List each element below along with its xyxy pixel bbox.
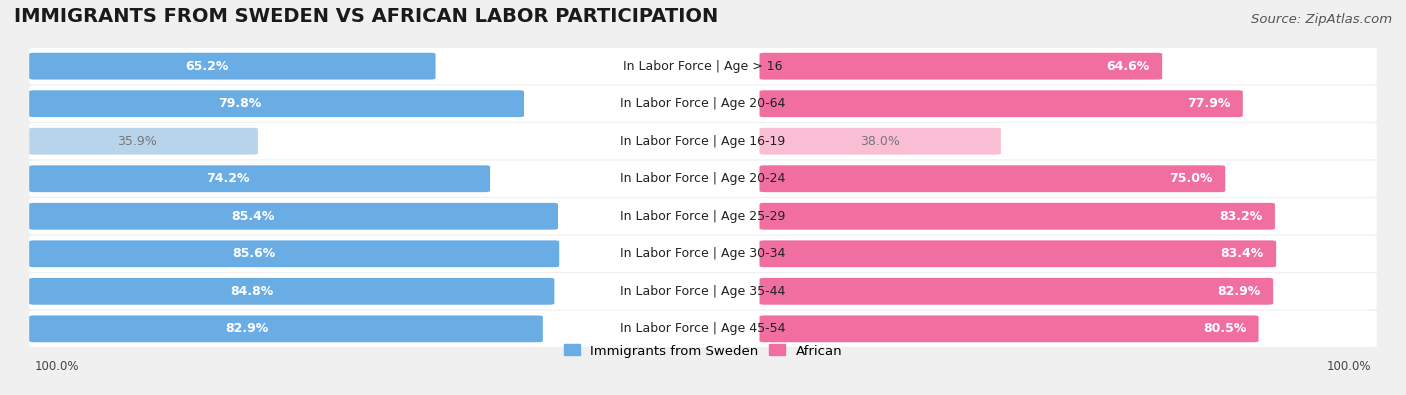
- FancyBboxPatch shape: [759, 90, 1243, 117]
- FancyBboxPatch shape: [30, 90, 524, 117]
- FancyBboxPatch shape: [759, 128, 1001, 154]
- FancyBboxPatch shape: [759, 53, 1163, 79]
- FancyBboxPatch shape: [30, 86, 1376, 122]
- Text: In Labor Force | Age 45-54: In Labor Force | Age 45-54: [620, 322, 786, 335]
- Text: 79.8%: 79.8%: [218, 97, 262, 110]
- Text: 85.4%: 85.4%: [232, 210, 274, 223]
- FancyBboxPatch shape: [30, 203, 558, 229]
- Text: 77.9%: 77.9%: [1187, 97, 1230, 110]
- FancyBboxPatch shape: [30, 273, 1376, 309]
- FancyBboxPatch shape: [30, 128, 257, 154]
- Text: 80.5%: 80.5%: [1202, 322, 1246, 335]
- Text: IMMIGRANTS FROM SWEDEN VS AFRICAN LABOR PARTICIPATION: IMMIGRANTS FROM SWEDEN VS AFRICAN LABOR …: [14, 8, 718, 26]
- FancyBboxPatch shape: [759, 166, 1225, 192]
- Text: In Labor Force | Age 20-24: In Labor Force | Age 20-24: [620, 172, 786, 185]
- Text: In Labor Force | Age 30-34: In Labor Force | Age 30-34: [620, 247, 786, 260]
- FancyBboxPatch shape: [30, 278, 554, 305]
- FancyBboxPatch shape: [759, 278, 1272, 305]
- Text: In Labor Force | Age 16-19: In Labor Force | Age 16-19: [620, 135, 786, 148]
- Text: 84.8%: 84.8%: [231, 285, 273, 298]
- FancyBboxPatch shape: [30, 48, 1376, 84]
- Text: 82.9%: 82.9%: [1218, 285, 1261, 298]
- FancyBboxPatch shape: [30, 236, 1376, 272]
- FancyBboxPatch shape: [30, 166, 491, 192]
- Legend: Immigrants from Sweden, African: Immigrants from Sweden, African: [564, 344, 842, 357]
- Text: 83.2%: 83.2%: [1219, 210, 1263, 223]
- Text: In Labor Force | Age > 16: In Labor Force | Age > 16: [623, 60, 783, 73]
- FancyBboxPatch shape: [30, 241, 560, 267]
- FancyBboxPatch shape: [759, 241, 1277, 267]
- FancyBboxPatch shape: [30, 123, 1376, 159]
- Text: 35.9%: 35.9%: [118, 135, 157, 148]
- Text: In Labor Force | Age 20-64: In Labor Force | Age 20-64: [620, 97, 786, 110]
- Text: 74.2%: 74.2%: [205, 172, 249, 185]
- Text: 75.0%: 75.0%: [1170, 172, 1213, 185]
- FancyBboxPatch shape: [759, 203, 1275, 229]
- Text: In Labor Force | Age 35-44: In Labor Force | Age 35-44: [620, 285, 786, 298]
- FancyBboxPatch shape: [30, 316, 543, 342]
- Text: 100.0%: 100.0%: [1327, 359, 1371, 372]
- FancyBboxPatch shape: [30, 161, 1376, 197]
- FancyBboxPatch shape: [759, 316, 1258, 342]
- Text: 85.6%: 85.6%: [232, 247, 276, 260]
- Text: Source: ZipAtlas.com: Source: ZipAtlas.com: [1251, 13, 1392, 26]
- FancyBboxPatch shape: [30, 53, 436, 79]
- FancyBboxPatch shape: [30, 311, 1376, 347]
- Text: 64.6%: 64.6%: [1107, 60, 1150, 73]
- Text: 65.2%: 65.2%: [186, 60, 228, 73]
- Text: 100.0%: 100.0%: [35, 359, 79, 372]
- Text: 82.9%: 82.9%: [226, 322, 269, 335]
- Text: 83.4%: 83.4%: [1220, 247, 1264, 260]
- Text: In Labor Force | Age 25-29: In Labor Force | Age 25-29: [620, 210, 786, 223]
- FancyBboxPatch shape: [30, 198, 1376, 234]
- Text: 38.0%: 38.0%: [860, 135, 900, 148]
